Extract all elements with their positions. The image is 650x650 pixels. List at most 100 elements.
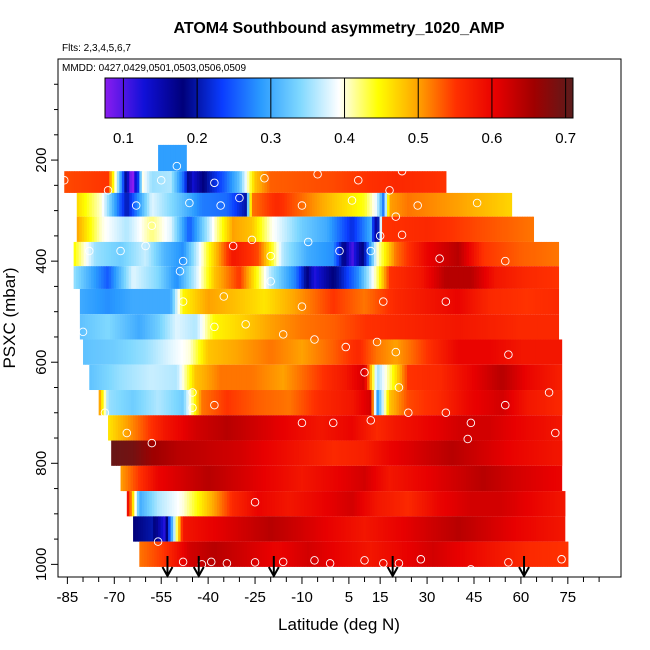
heatmap-cell — [171, 241, 175, 267]
heatmap-cell — [359, 171, 363, 193]
heatmap-cell — [114, 192, 118, 217]
x-tick-label: -10 — [291, 589, 313, 606]
heatmap-cell — [413, 266, 418, 289]
heatmap-cell — [352, 491, 356, 517]
heatmap-cell — [427, 171, 431, 193]
heatmap-cell — [280, 465, 284, 492]
heatmap-cell — [404, 541, 408, 567]
heatmap-cell — [131, 390, 135, 416]
heatmap-cell — [159, 192, 163, 217]
heatmap-cell — [384, 491, 388, 517]
heatmap-cell — [321, 440, 325, 466]
heatmap-cell — [287, 288, 291, 315]
heatmap-cell — [515, 314, 519, 340]
heatmap-cell — [228, 266, 232, 289]
heatmap-cell — [405, 288, 409, 315]
heatmap-cell — [258, 440, 262, 466]
heatmap-cell — [132, 314, 136, 340]
heatmap-cell — [234, 171, 238, 193]
heatmap-cell — [233, 241, 237, 267]
heatmap-cell — [556, 266, 560, 289]
heatmap-cell — [446, 266, 450, 289]
heatmap-cell — [488, 516, 492, 542]
heatmap-cell — [345, 288, 349, 315]
heatmap-cell — [549, 364, 553, 391]
heatmap-cell — [251, 364, 256, 391]
heatmap-cell — [443, 516, 447, 542]
heatmap-cell — [433, 241, 438, 267]
heatmap-cell — [158, 390, 162, 416]
heatmap-cell — [105, 339, 109, 365]
heatmap-cell — [343, 390, 347, 416]
heatmap-cell — [318, 516, 322, 542]
heatmap-cell — [516, 390, 520, 416]
heatmap-cell — [271, 541, 276, 567]
heatmap-cell — [241, 171, 246, 193]
heatmap-cell — [496, 266, 500, 289]
heatmap-cell — [231, 266, 235, 289]
heatmap-cell — [378, 339, 382, 365]
heatmap-cell — [467, 314, 471, 340]
heatmap-cell — [229, 364, 233, 391]
heatmap-cell — [499, 491, 503, 517]
heatmap-cell — [500, 415, 504, 441]
heatmap-cell — [341, 266, 345, 289]
heatmap-cell — [241, 266, 245, 289]
heatmap-cell — [303, 390, 307, 416]
heatmap-cell — [245, 465, 249, 492]
heatmap-cell — [136, 171, 140, 193]
heatmap-cell — [178, 415, 182, 441]
heatmap-cell — [396, 266, 400, 289]
heatmap-cell — [292, 314, 296, 340]
heatmap-cell — [483, 415, 487, 441]
heatmap-cell — [416, 440, 420, 466]
heatmap-cell — [204, 192, 208, 217]
heatmap-cell — [239, 171, 243, 193]
heatmap-cell — [346, 390, 350, 416]
heatmap-cell — [106, 390, 110, 416]
heatmap-cell — [324, 491, 328, 517]
heatmap-cell — [342, 216, 346, 242]
heatmap-cell — [445, 465, 449, 492]
heatmap-cell — [324, 192, 328, 217]
heatmap-cell — [331, 390, 335, 416]
heatmap-cell — [101, 266, 105, 289]
heatmap-cell — [299, 192, 303, 217]
heatmap-cell — [144, 314, 149, 340]
heatmap-cell — [286, 171, 291, 193]
heatmap-cell — [240, 288, 244, 315]
heatmap-cell — [424, 216, 428, 242]
heatmap-cell — [394, 192, 398, 217]
y-axis-label: PSXC (mbar) — [0, 267, 19, 368]
heatmap-cell — [163, 144, 167, 172]
data-point — [175, 267, 185, 276]
heatmap-cell — [271, 192, 276, 217]
data-point — [216, 201, 225, 210]
heatmap-cell — [284, 192, 288, 217]
heatmap-cell — [156, 390, 160, 416]
heatmap-cell — [546, 266, 550, 289]
data-point — [178, 557, 188, 567]
heatmap-cell — [479, 491, 483, 517]
heatmap-cell — [108, 266, 112, 289]
heatmap-cell — [159, 216, 163, 242]
heatmap-cell — [432, 288, 436, 315]
heatmap-cell — [477, 288, 481, 315]
heatmap-cell — [442, 216, 446, 242]
heatmap-cell — [396, 241, 400, 267]
heatmap-cell — [448, 516, 452, 542]
heatmap-cell — [493, 465, 497, 492]
heatmap-cell — [233, 339, 237, 365]
heatmap-cell — [559, 364, 563, 391]
heatmap-cell — [148, 390, 152, 416]
heatmap-cell — [179, 491, 183, 517]
heatmap-cell — [321, 390, 325, 416]
heatmap-cell — [223, 390, 227, 416]
heatmap-cell — [361, 266, 365, 289]
heatmap-cell — [400, 314, 404, 340]
heatmap-cell — [460, 339, 464, 365]
heatmap-cell — [392, 364, 396, 391]
heatmap-cell — [490, 288, 494, 315]
heatmap-cell — [385, 314, 389, 340]
heatmap-cell — [303, 516, 307, 542]
